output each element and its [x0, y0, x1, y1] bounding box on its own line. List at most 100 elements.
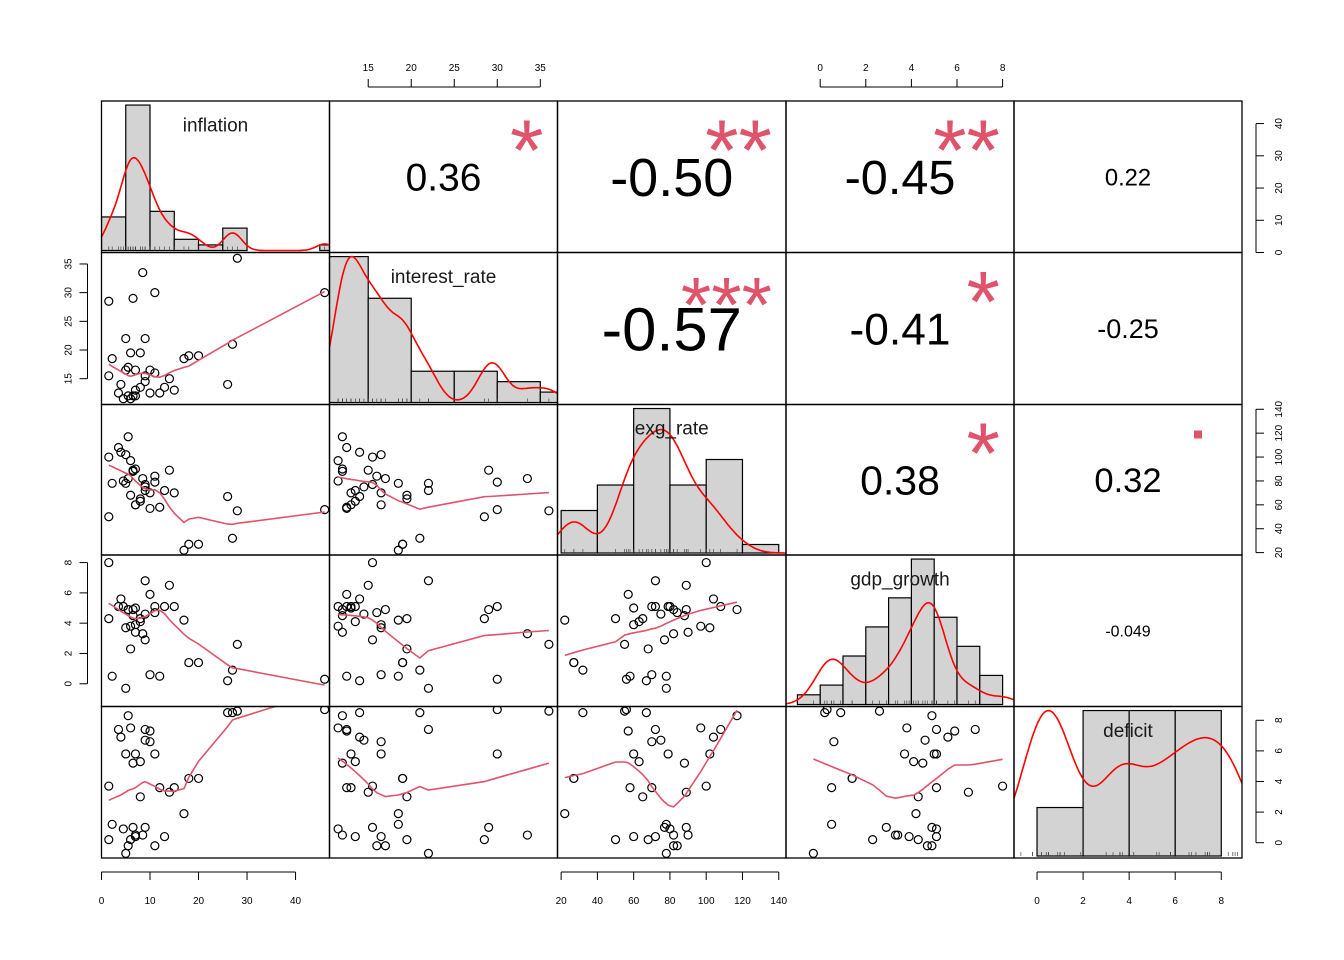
scatter-point [118, 394, 128, 404]
scatter-point [355, 447, 365, 457]
scatter-point [647, 737, 657, 747]
scatter-point [621, 674, 632, 684]
scatter-point [320, 674, 330, 684]
hist-bar-gdp_growth-6 [933, 616, 958, 706]
scatter-point [107, 819, 117, 829]
scatter-point [342, 671, 352, 681]
correlation-value: 0.32 [1094, 462, 1161, 500]
scatter-point [922, 841, 932, 851]
scatter-point [169, 601, 179, 612]
density-curve-gdp_growth [786, 601, 1014, 705]
scatter-point [223, 708, 233, 718]
scatter-point [342, 502, 352, 512]
scatter-point [350, 617, 360, 627]
tick-label: 2 [863, 63, 869, 74]
axis-right-4: 0 2 4 6 8 [1255, 717, 1285, 845]
scatter-point [402, 490, 412, 500]
scatter-point [492, 706, 502, 715]
scatter-point [904, 831, 914, 842]
scatter-point [668, 841, 679, 851]
scatter-point [484, 465, 494, 475]
panel-frame [100, 403, 331, 556]
scatter-point [193, 539, 204, 549]
scatter-point [116, 447, 126, 457]
axis-right-0: 0 10 20 30 40 [1255, 118, 1285, 255]
scatter-point [638, 614, 648, 624]
correlation-value: 0.36 [406, 157, 482, 200]
scatter-point [128, 293, 138, 303]
scatter-point [619, 639, 630, 649]
scatter-point [829, 737, 839, 747]
scatter-point [135, 792, 145, 802]
scatter-point [708, 594, 719, 604]
correlation-value: -0.049 [1105, 624, 1150, 641]
tick-label: 100 [1274, 448, 1285, 465]
hist-bar-inflation-2 [149, 210, 175, 252]
scatter-point [179, 615, 189, 625]
scatter-point [943, 732, 953, 742]
scatter-point [333, 824, 343, 834]
scatter-point [126, 394, 136, 404]
scatter-point [164, 787, 175, 797]
scatter-point [927, 711, 937, 721]
scatter-point [320, 706, 330, 715]
scatter-point [159, 485, 170, 496]
scatter-point [380, 604, 391, 615]
lowess-line [108, 706, 278, 802]
scatter-point [342, 783, 352, 793]
panel-interest_rate-inflation [104, 253, 330, 404]
tick-label: 0 [817, 63, 823, 74]
axis-bottom-exg_rate: 20 40 60 80 100 120 140 [556, 871, 788, 907]
scatter-point [130, 830, 141, 840]
scatter-point [145, 503, 155, 514]
panel-inflation-deficit: 0.22 [1105, 164, 1151, 191]
lowess-line [337, 476, 549, 511]
scatter-point [522, 830, 532, 840]
scatter-point [423, 848, 434, 858]
tick-label: 2 [1274, 809, 1285, 815]
tick-label: 6 [1172, 896, 1178, 907]
variable-label-inflation: inflation [183, 115, 249, 136]
scatter-point [104, 296, 114, 306]
density-curve-inflation [101, 156, 330, 252]
panel-frame-layer [100, 100, 1243, 859]
tick-label: 140 [770, 896, 787, 907]
panel-interest_rate-exg_rate: -0.57*** [602, 261, 772, 365]
scatter-point [150, 471, 160, 481]
panel-exg_rate-gdp_growth: 0.38 * [860, 406, 1000, 504]
tick-label: 10 [144, 896, 156, 907]
scatter-point [931, 724, 942, 735]
scatter-point [696, 621, 706, 631]
scatter-point [145, 737, 155, 747]
scatter-point [140, 735, 150, 745]
hist-bar-interest_rate-3 [453, 370, 498, 404]
hist-bar-exg_rate-4 [705, 458, 744, 554]
scatter-point [402, 644, 412, 654]
scatter-point [647, 670, 657, 680]
scatter-point [683, 830, 693, 840]
scatter-point [227, 708, 238, 718]
scatter-point [902, 723, 912, 733]
hist-bar-interest_rate-4 [496, 381, 541, 404]
scatter-point [621, 706, 632, 715]
tick-label: 40 [290, 896, 302, 907]
scatter-point [641, 708, 651, 718]
scatter-point [342, 589, 352, 599]
scatter-point [822, 706, 832, 715]
scatter-point [638, 792, 648, 802]
scatter-point [681, 822, 691, 832]
tick-label: 6 [64, 590, 75, 596]
axis-left-interest_rate: 15 20 25 30 35 [64, 258, 88, 384]
lowess-line [564, 709, 738, 808]
scatter-point [623, 589, 633, 599]
scatter-point [701, 781, 711, 791]
scatter-point [950, 726, 960, 736]
scatter-point [701, 557, 711, 568]
scatter-point [232, 253, 242, 263]
scatter-point [130, 627, 141, 637]
scatter-point [104, 371, 114, 381]
panel-frame [100, 251, 331, 406]
scatter-point [868, 835, 878, 845]
variable-label-exg_rate: exg_rate [635, 419, 709, 440]
scatter-point [569, 773, 579, 784]
